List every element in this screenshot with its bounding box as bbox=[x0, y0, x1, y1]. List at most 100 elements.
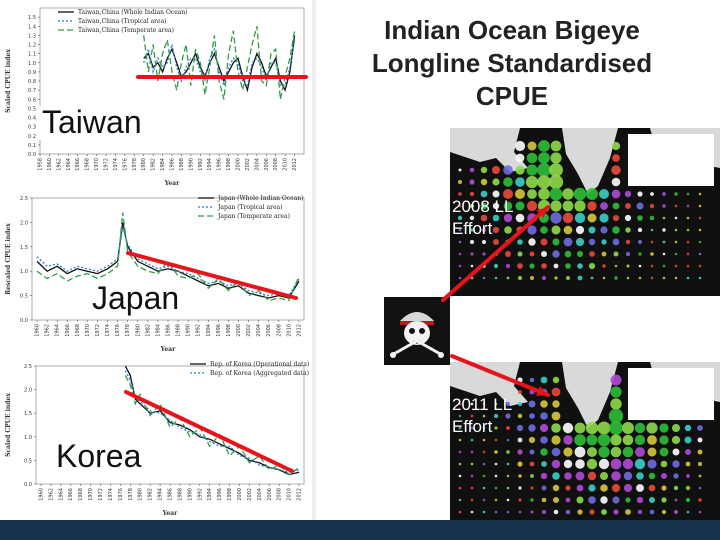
x-tick-label: 1962 bbox=[48, 488, 54, 501]
effort-dot bbox=[529, 413, 535, 419]
effort-dot bbox=[565, 485, 571, 491]
map-label-line: 2011 LL bbox=[452, 395, 513, 414]
effort-dot bbox=[494, 402, 498, 406]
effort-dot bbox=[470, 252, 474, 256]
x-tick-label: 1990 bbox=[186, 324, 192, 337]
effort-dot bbox=[638, 276, 642, 280]
effort-dot bbox=[650, 264, 654, 268]
india-landmass bbox=[562, 362, 618, 428]
effort-dot bbox=[587, 201, 597, 211]
y-tick-label: 0.1 bbox=[28, 143, 36, 149]
effort-dot bbox=[637, 509, 643, 515]
effort-dot bbox=[563, 237, 573, 247]
x-tick-label: 2010 bbox=[287, 488, 293, 501]
effort-dot bbox=[635, 447, 645, 457]
effort-dot bbox=[647, 435, 657, 445]
effort-dot bbox=[686, 216, 690, 220]
effort-dot bbox=[458, 510, 462, 514]
effort-dot bbox=[526, 152, 538, 164]
y-tick-label: 0.4 bbox=[28, 116, 36, 122]
effort-dot bbox=[515, 165, 525, 175]
effort-dot bbox=[636, 202, 644, 210]
effort-dot bbox=[612, 496, 620, 504]
effort-dot bbox=[636, 484, 644, 492]
effort-dot bbox=[458, 498, 462, 502]
effort-dot bbox=[550, 200, 562, 212]
effort-dot bbox=[686, 240, 690, 244]
effort-dot bbox=[506, 462, 510, 466]
x-tick-label: 1962 bbox=[45, 324, 51, 337]
x-tick-label: 1992 bbox=[197, 488, 203, 501]
effort-dot bbox=[518, 486, 522, 490]
effort-dot bbox=[482, 240, 486, 244]
effort-dot bbox=[458, 402, 462, 406]
x-axis-label: Year bbox=[162, 510, 178, 517]
effort-dot bbox=[686, 192, 690, 196]
effort-dot bbox=[506, 486, 510, 490]
x-tick-label: 2002 bbox=[247, 488, 253, 501]
effort-dot bbox=[661, 473, 667, 479]
effort-dot bbox=[458, 486, 462, 490]
effort-dot bbox=[611, 189, 621, 199]
y-tick-label: 1.3 bbox=[28, 33, 36, 39]
japan-label: Japan bbox=[88, 281, 184, 316]
taiwan-cpue-chart: 0.0 0.1 0.2 0.3 0.4 0.5 0.6 0.7 0.8 0.9 1.0 1.1 1.2 1… bbox=[5, 7, 305, 187]
effort-dot bbox=[698, 276, 702, 280]
effort-dot bbox=[539, 423, 549, 433]
effort-dot bbox=[517, 275, 523, 281]
x-tick-label: 1968 bbox=[85, 158, 91, 171]
effort-dot bbox=[575, 225, 585, 235]
effort-dot bbox=[469, 191, 475, 197]
effort-dot bbox=[541, 263, 547, 269]
effort-dot bbox=[674, 276, 678, 280]
effort-dot bbox=[650, 252, 654, 256]
x-tick-label: 2004 bbox=[257, 488, 263, 501]
effort-dot bbox=[482, 510, 486, 514]
x-tick-label: 1976 bbox=[118, 488, 124, 501]
taiwan-label: Taiwan bbox=[38, 105, 146, 140]
effort-dot bbox=[529, 461, 535, 467]
effort-dot bbox=[650, 228, 654, 232]
effort-dot bbox=[686, 510, 690, 514]
effort-dot bbox=[612, 154, 620, 162]
x-tick-label: 1992 bbox=[196, 324, 202, 337]
effort-dot bbox=[662, 252, 666, 256]
y-tick-label: 0.3 bbox=[28, 125, 36, 131]
effort-dot bbox=[574, 446, 586, 458]
effort-dot bbox=[566, 276, 570, 280]
effort-dot bbox=[528, 400, 536, 408]
title-line: Longline Standardised bbox=[371, 48, 653, 78]
x-tick-label: 2006 bbox=[267, 488, 273, 501]
y-tick-label: 1.0 bbox=[28, 61, 36, 67]
effort-dot bbox=[612, 202, 620, 210]
x-tick-label: 1990 bbox=[187, 488, 193, 501]
effort-dot bbox=[610, 398, 622, 410]
effort-dot bbox=[646, 422, 658, 434]
effort-dot bbox=[674, 264, 678, 268]
x-tick-label: 2006 bbox=[266, 324, 272, 337]
x-tick-label: 1968 bbox=[78, 488, 84, 501]
effort-dot bbox=[623, 483, 633, 493]
effort-dot bbox=[529, 389, 535, 395]
effort-dot bbox=[469, 167, 475, 173]
effort-dot bbox=[494, 450, 498, 454]
effort-dot bbox=[626, 276, 630, 280]
x-tick-label: 1970 bbox=[85, 324, 91, 337]
effort-dot bbox=[527, 225, 537, 235]
y-tick-label: 0.5 bbox=[24, 458, 32, 464]
effort-dot bbox=[515, 189, 525, 199]
effort-dot bbox=[470, 510, 474, 514]
effort-dot bbox=[518, 402, 522, 406]
effort-dot bbox=[576, 250, 584, 258]
y-tick-label: 1.5 bbox=[28, 15, 36, 21]
effort-dot bbox=[551, 435, 561, 445]
effort-dot bbox=[541, 251, 547, 257]
effort-dot bbox=[482, 498, 486, 502]
effort-dot bbox=[623, 471, 633, 481]
effort-dot bbox=[610, 386, 622, 398]
taiwan-chart-panel: 0.0 0.1 0.2 0.3 0.4 0.5 0.6 0.7 0.8 0.9 1.0 1.1 1.2 1… bbox=[0, 0, 312, 188]
x-tick-label: 1974 bbox=[108, 488, 114, 501]
effort-dot bbox=[458, 414, 462, 418]
series-line bbox=[36, 227, 300, 297]
effort-dot bbox=[494, 462, 498, 466]
